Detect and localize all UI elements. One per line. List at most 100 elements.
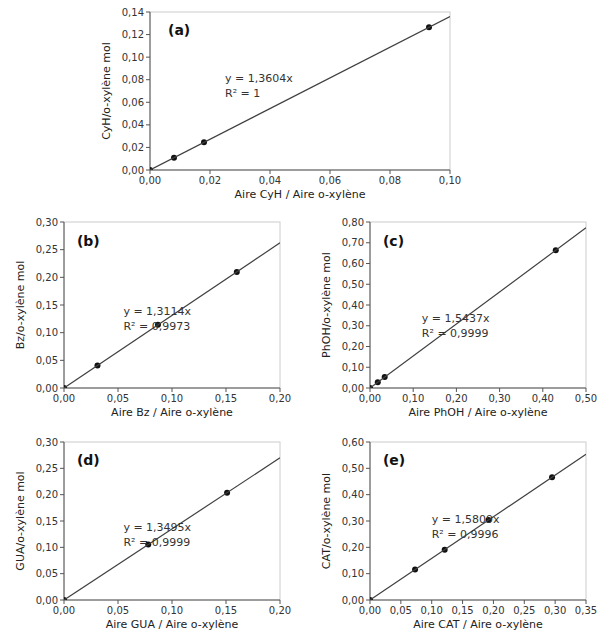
x-tick-label: 0,06 [319, 175, 341, 186]
panel-label: (a) [168, 22, 190, 38]
x-axis-line [370, 600, 586, 601]
y-tick [146, 34, 150, 35]
y-axis-label: PhOH/o-xylène mol [320, 252, 333, 358]
y-tick [366, 442, 370, 443]
x-tick [524, 600, 525, 604]
equation-line: R² = 1 [225, 87, 260, 100]
plot-area [64, 222, 280, 388]
y-tick [146, 102, 150, 103]
y-tick-label: 0,30 [342, 320, 364, 331]
x-tick-label: 0,20 [269, 393, 291, 404]
x-axis-label: Aire GUA / Aire o-xylène [106, 618, 239, 631]
y-tick-label: 0,14 [122, 7, 144, 18]
y-tick-label: 0,50 [342, 279, 364, 290]
y-tick-label: 0,40 [342, 300, 364, 311]
x-tick [226, 388, 227, 392]
x-tick-label: 0,00 [53, 393, 75, 404]
y-tick [366, 388, 370, 389]
x-tick [280, 600, 281, 604]
y-tick [366, 284, 370, 285]
x-axis-label: Aire Bz / Aire o-xylène [111, 406, 233, 419]
x-tick [118, 388, 119, 392]
regression-line [150, 16, 450, 170]
y-tick [366, 325, 370, 326]
y-tick [60, 277, 64, 278]
x-tick [280, 388, 281, 392]
x-tick [413, 388, 414, 392]
y-tick-label: 0,10 [342, 568, 364, 579]
equation: y = 1,5809xR² = 0,9996 [432, 513, 500, 541]
x-tick-label: 0,30 [544, 605, 566, 616]
x-tick [450, 170, 451, 174]
plot-area [64, 442, 280, 600]
equation-line: y = 1,3114x [123, 305, 191, 318]
y-tick [146, 79, 150, 80]
y-tick-label: 0,00 [342, 595, 364, 606]
y-tick-label: 0,30 [36, 217, 58, 228]
panel-label: (d) [77, 452, 100, 468]
y-tick-label: 0,25 [36, 463, 58, 474]
x-tick-label: 0,05 [390, 605, 412, 616]
x-tick [555, 600, 556, 604]
equation-line: y = 1,5437x [422, 312, 490, 325]
y-tick-label: 0,30 [342, 516, 364, 527]
y-tick-label: 0,10 [342, 362, 364, 373]
y-tick [60, 222, 64, 223]
y-tick [366, 547, 370, 548]
y-tick [366, 367, 370, 368]
y-tick-label: 0,25 [36, 244, 58, 255]
x-tick [499, 388, 500, 392]
x-tick [330, 170, 331, 174]
y-tick-label: 0,08 [122, 74, 144, 85]
y-tick-label: 0,20 [36, 489, 58, 500]
y-tick [60, 573, 64, 574]
y-tick [60, 547, 64, 548]
x-tick-label: 0,35 [575, 605, 597, 616]
y-tick-label: 0,50 [342, 463, 364, 474]
equation: y = 1,3495xR² = 0,9999 [123, 521, 191, 549]
x-axis-label: Aire PhOH / Aire o-xylène [409, 406, 548, 419]
y-tick [60, 600, 64, 601]
y-tick-label: 0,02 [122, 142, 144, 153]
x-tick [390, 170, 391, 174]
data-layer [370, 228, 586, 388]
y-tick [366, 494, 370, 495]
y-tick-label: 0,06 [122, 97, 144, 108]
y-tick-label: 0,10 [36, 542, 58, 553]
y-tick [60, 442, 64, 443]
x-tick-label: 0,10 [161, 393, 183, 404]
x-axis-label: Aire CyH / Aire o-xylène [235, 188, 366, 201]
panel-label: (b) [77, 233, 100, 249]
y-tick [146, 147, 150, 148]
x-tick-label: 0,00 [53, 605, 75, 616]
x-tick-label: 0,50 [575, 393, 597, 404]
x-tick [210, 170, 211, 174]
x-tick-label: 0,08 [379, 175, 401, 186]
x-tick-label: 0,40 [532, 393, 554, 404]
x-tick [64, 388, 65, 392]
panel-label: (e) [383, 452, 405, 468]
panel: 0,000,050,100,150,200,000,050,100,150,20… [14, 217, 291, 420]
y-tick [366, 263, 370, 264]
data-layer [150, 16, 450, 170]
panel-label: (c) [383, 233, 404, 249]
y-tick-label: 0,60 [342, 258, 364, 269]
x-tick [462, 600, 463, 604]
y-tick-label: 0,80 [342, 217, 364, 228]
x-tick-label: 0,15 [451, 605, 473, 616]
panel: 0,000,020,040,060,080,100,000,020,040,06… [100, 7, 461, 202]
y-tick-label: 0,00 [342, 383, 364, 394]
y-tick-label: 0,70 [342, 237, 364, 248]
regression-line [64, 243, 280, 388]
equation: y = 1,5437xR² = 0,9999 [422, 312, 490, 340]
regression-line [370, 228, 586, 388]
y-tick [60, 521, 64, 522]
y-tick [146, 12, 150, 13]
panel: 0,000,050,100,150,200,000,050,100,150,20… [14, 437, 291, 632]
x-axis-line [150, 170, 450, 171]
equation-line: R² = 0,9999 [123, 536, 190, 549]
y-tick-label: 0,05 [36, 355, 58, 366]
y-tick [146, 57, 150, 58]
y-axis-label: GUA/o-xylène mol [14, 471, 27, 570]
plot-area [150, 12, 450, 170]
